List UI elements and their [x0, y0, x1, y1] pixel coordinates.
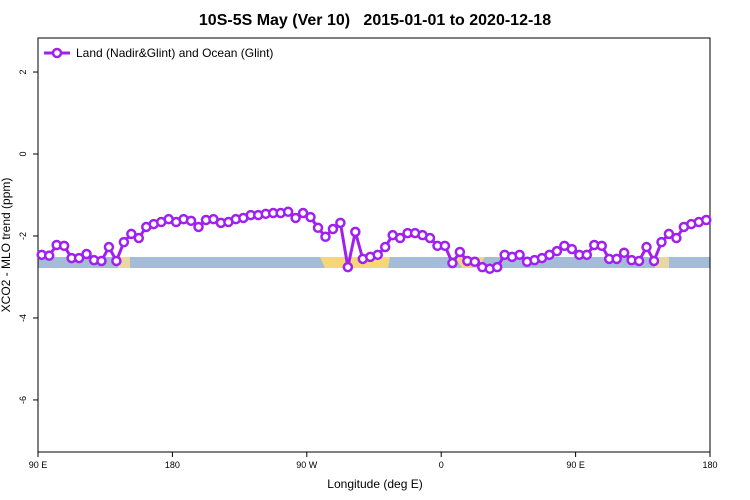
data-point — [596, 240, 607, 252]
data-point — [581, 249, 593, 261]
x-tick-label: 0 — [439, 460, 444, 470]
x-tick-label: 90 E — [29, 460, 48, 470]
legend-marker — [51, 47, 63, 59]
data-point — [454, 246, 466, 258]
data-point — [439, 240, 451, 252]
x-tick-label: 90 E — [566, 460, 585, 470]
data-point — [327, 223, 339, 235]
data-point — [111, 255, 122, 267]
data-point — [641, 241, 652, 253]
data-point — [126, 228, 137, 240]
legend-label: Land (Nadir&Glint) and Ocean (Glint) — [76, 46, 273, 60]
data-point — [185, 215, 197, 227]
data-point — [193, 221, 204, 233]
data-point — [305, 211, 316, 223]
x-axis-label: Longitude (deg E) — [327, 477, 422, 491]
data-point — [394, 232, 406, 244]
y-tick-label: 0 — [18, 151, 28, 156]
data-point — [656, 236, 667, 248]
land-patch — [118, 257, 130, 268]
data-point — [701, 214, 712, 226]
y-tick-label: -2 — [18, 232, 28, 240]
data-point — [447, 257, 458, 269]
x-tick-label: 90 W — [296, 460, 318, 470]
y-tick-label: -4 — [18, 314, 28, 322]
data-point — [633, 255, 645, 267]
data-point — [342, 261, 354, 273]
data-point — [379, 241, 391, 253]
data-point — [320, 231, 331, 243]
data-point — [372, 249, 383, 261]
data-point — [469, 256, 481, 268]
data-point — [663, 228, 675, 240]
data-point — [551, 245, 563, 257]
data-point — [491, 261, 503, 273]
data-point — [618, 247, 630, 259]
data-point — [611, 253, 622, 265]
data-point — [96, 255, 107, 267]
data-point — [514, 249, 525, 261]
plot-frame — [37, 37, 711, 453]
data-point — [297, 207, 309, 219]
data-point — [73, 252, 85, 264]
y-tick-label: 2 — [18, 70, 28, 75]
data-point — [424, 232, 436, 244]
x-tick-label: 180 — [702, 460, 717, 470]
x-tick-label: 180 — [165, 460, 180, 470]
land-patch — [655, 257, 669, 268]
y-tick-label: -6 — [18, 396, 28, 404]
data-point — [282, 206, 294, 218]
data-point — [290, 212, 301, 224]
data-point — [566, 243, 578, 255]
data-point — [103, 241, 115, 253]
data-point — [81, 248, 92, 260]
data-point — [43, 250, 55, 261]
data-point — [118, 236, 130, 248]
data-point — [335, 217, 346, 229]
data-point — [58, 240, 70, 252]
data-point — [648, 255, 660, 267]
chart-title: 10S-5S May (Ver 10) 2015-01-01 to 2020-1… — [199, 12, 551, 29]
data-point — [133, 232, 145, 244]
data-point — [312, 222, 324, 234]
y-axis-label: XCO2 - MLO trend (ppm) — [0, 178, 13, 313]
data-point — [350, 226, 361, 238]
data-point — [671, 232, 682, 244]
